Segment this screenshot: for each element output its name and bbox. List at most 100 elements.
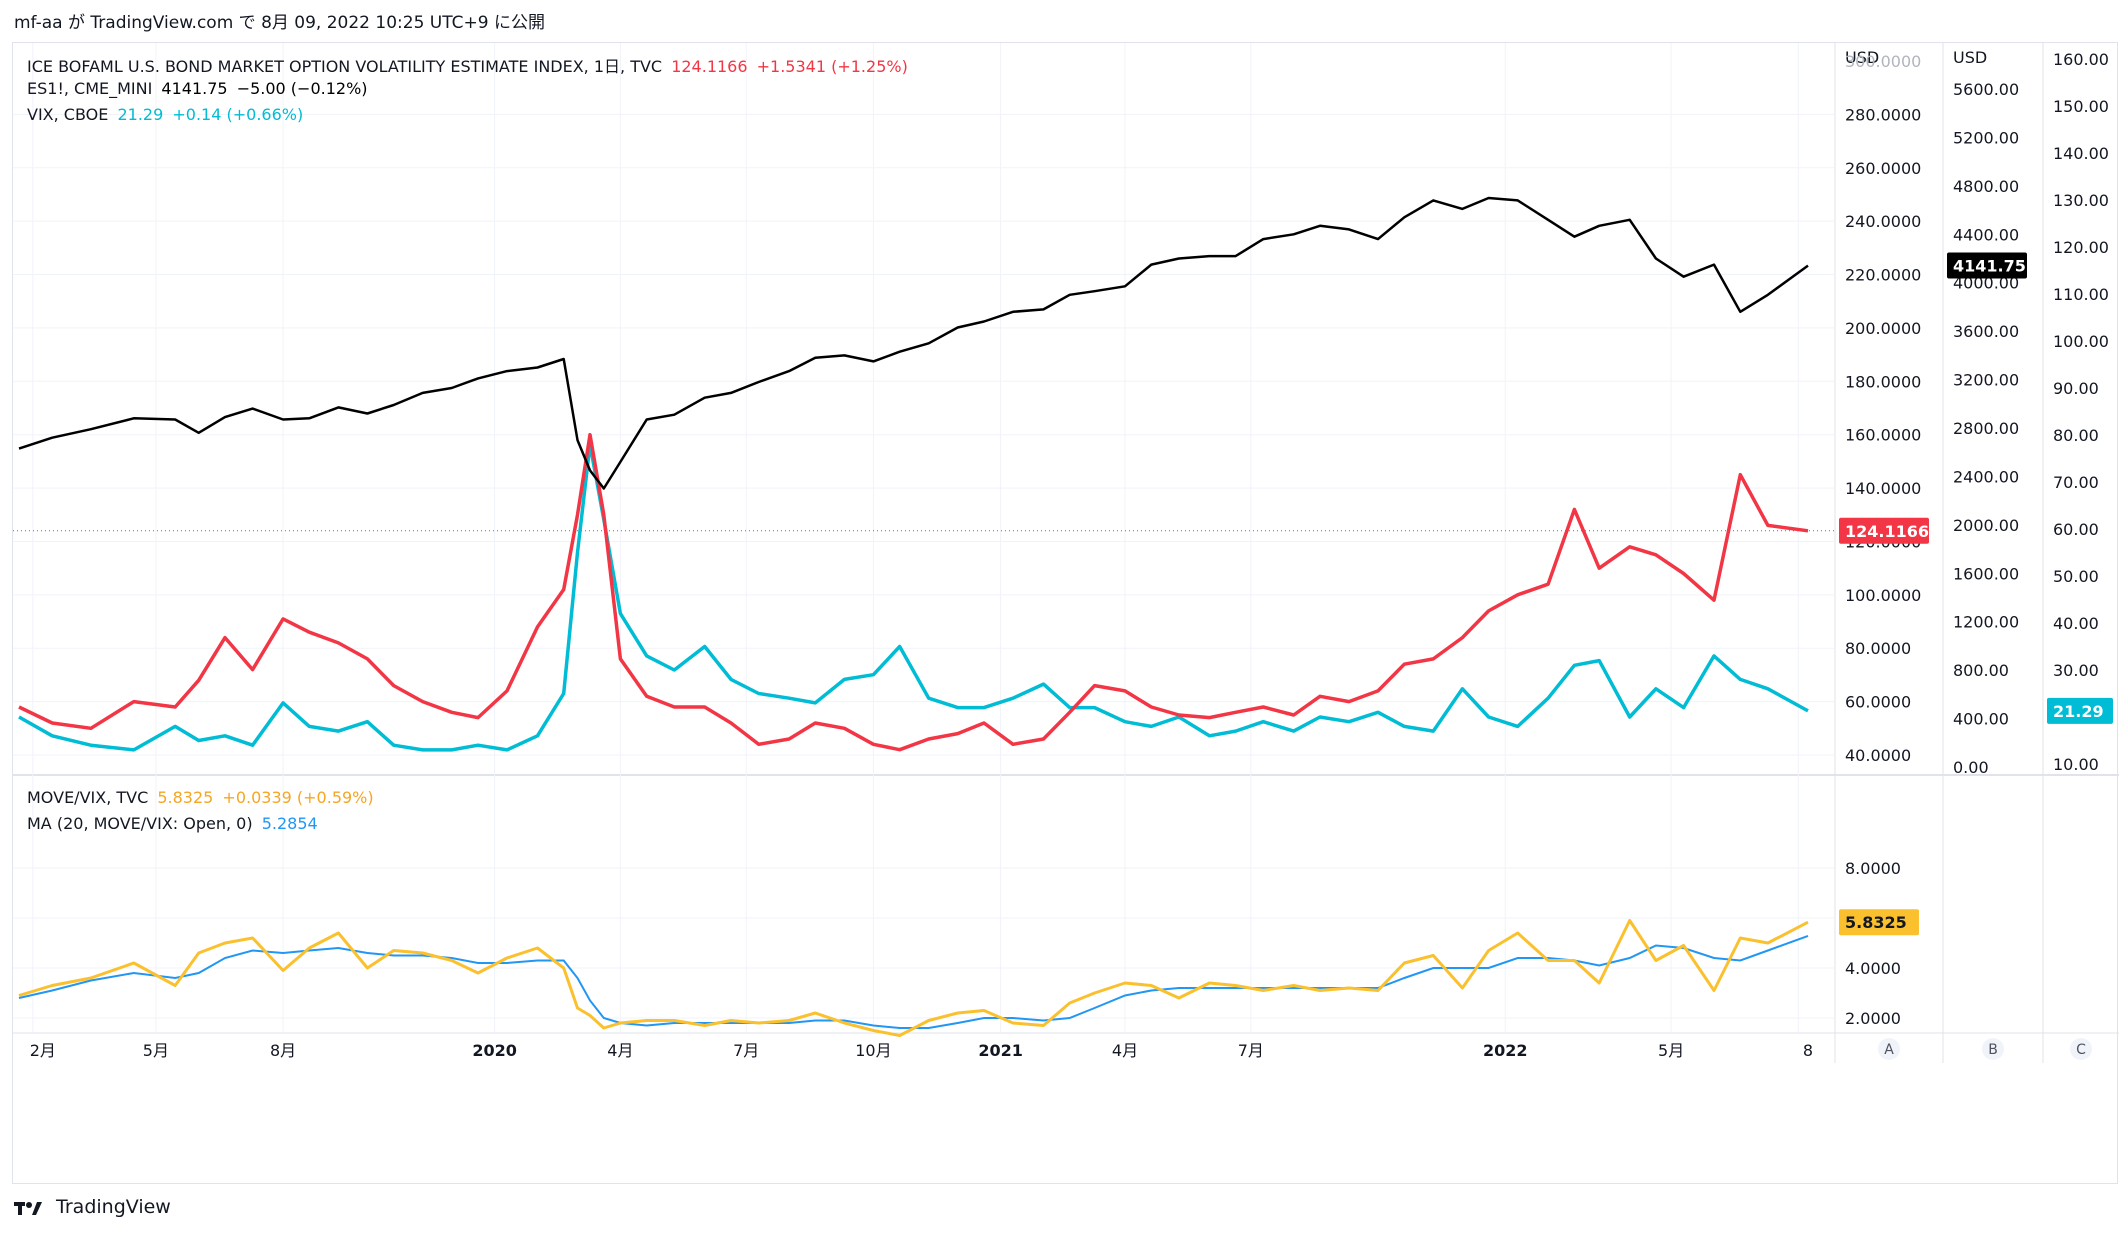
es-last-value-tag-bg [1947, 252, 2027, 279]
right-scale-tick-label: 30.00 [2053, 661, 2099, 680]
left-scale-tick-label: 240.0000 [1845, 212, 1921, 231]
footer-brand: TradingView [56, 1196, 171, 1218]
time-axis-label: 7月 [1238, 1041, 1264, 1060]
es-series-line[interactable] [18, 196, 1809, 490]
legend-vix-change: +0.14 (+0.66%) [172, 105, 304, 124]
scale-button-c[interactable] [2070, 1038, 2092, 1060]
middle-scale-tick-label: 800.00 [1953, 661, 2009, 680]
legend-vix[interactable]: VIX, CBOE 21.29 +0.14 (+0.66%) [27, 105, 307, 124]
middle-scale-tick-label: 3600.00 [1953, 322, 2019, 341]
middle-scale-tick-label: 1600.00 [1953, 564, 2019, 583]
legend-ratio-change: +0.0339 (+0.59%) [222, 788, 374, 807]
scale-button-label[interactable]: C [2076, 1042, 2086, 1058]
scale-button-label[interactable]: B [1988, 1042, 1998, 1058]
right-scale-tick-label: 60.00 [2053, 520, 2099, 539]
left-scale-tick-label: 140.0000 [1845, 479, 1921, 498]
time-axis-label: 10月 [855, 1041, 891, 1060]
chart-canvas[interactable]: USD USD 40.0000 60.0000 80.0000 100.0000 120.0… [13, 43, 2119, 1185]
left-scale-tick-label: 100.0000 [1845, 586, 1921, 605]
time-axis-label: 5月 [1658, 1041, 1684, 1060]
chart-frame: USD USD 40.0000 60.0000 80.0000 100.0000 120.0… [12, 42, 2119, 1185]
legend-vix-label: VIX, CBOE [27, 105, 109, 124]
middle-scale-tick-label: 5200.00 [1953, 128, 2019, 147]
time-axis-label: 4月 [1112, 1041, 1138, 1060]
legend-ma[interactable]: MA (20, MOVE/VIX: Open, 0) 5.2854 [27, 814, 322, 833]
right-scale-tick-label: 80.00 [2053, 426, 2099, 445]
scale-button-a[interactable] [1878, 1038, 1900, 1060]
left-scale-tick-label: 60.0000 [1845, 693, 1911, 712]
right-scale-tick-label: 120.00 [2053, 238, 2109, 257]
move-last-value-tag-bg [1839, 517, 1929, 544]
left-scale-tick-label: 180.0000 [1845, 372, 1921, 391]
right-scale-tick-label: 40.00 [2053, 614, 2099, 633]
legend-ma-label: MA (20, MOVE/VIX: Open, 0) [27, 814, 253, 833]
legend-vix-value: 21.29 [117, 105, 164, 124]
time-axis-label: 2022 [1483, 1041, 1528, 1060]
right-scale-tick-label: 130.00 [2053, 191, 2109, 210]
publish-header: mf-aa が TradingView.com で 8月 09, 2022 10… [14, 8, 545, 33]
right-scale-tick-label: 140.00 [2053, 144, 2109, 163]
vix-series-line[interactable] [18, 442, 1809, 752]
left-scale-tick-label: 160.0000 [1845, 426, 1921, 445]
tradingview-logo-icon [14, 1201, 42, 1215]
middle-scale-tick-label: 2400.00 [1953, 467, 2019, 486]
legend-es-value: 4141.75 [161, 79, 228, 98]
legend-es[interactable]: ES1!, CME_MINI 4141.75 −5.00 (−0.12%) [27, 79, 372, 98]
time-axis-label: 7月 [733, 1041, 759, 1060]
price-scale-left-title: USD [1845, 48, 1879, 67]
ma-series-line[interactable] [18, 934, 1809, 1029]
time-axis-label: 2021 [978, 1041, 1023, 1060]
move-series-line[interactable] [18, 432, 1809, 752]
middle-scale-tick-label: 4800.00 [1953, 177, 2019, 196]
vix-last-value-tag-bg [2047, 697, 2113, 724]
legend-move-change: +1.5341 (+1.25%) [756, 57, 908, 76]
author-name[interactable]: mf-aa [14, 13, 63, 33]
middle-scale-tick-label: 3200.00 [1953, 371, 2019, 390]
time-axis-label: 4月 [607, 1041, 633, 1060]
legend-ratio-value: 5.8325 [157, 788, 214, 807]
middle-scale-tick-label: 2000.00 [1953, 516, 2019, 535]
ratio-series-line[interactable] [18, 919, 1809, 1037]
left-scale-tick-label: 300.0000 [1845, 52, 1921, 71]
middle-scale-tick-label: 0.00 [1953, 758, 1989, 777]
vix-last-value-tag: 21.29 [2053, 702, 2104, 721]
time-axis-label: 8月 [270, 1041, 296, 1060]
tradingview-footer[interactable]: TradingView [14, 1196, 171, 1218]
legend-es-change: −5.00 (−0.12%) [236, 79, 368, 98]
ratio-scale-tick-label: 8.0000 [1845, 859, 1901, 878]
right-scale-tick-label: 70.00 [2053, 473, 2099, 492]
right-scale-tick-label: 100.00 [2053, 332, 2109, 351]
legend-ratio[interactable]: MOVE/VIX, TVC 5.8325 +0.0339 (+0.59%) [27, 788, 378, 807]
left-scale-tick-label: 40.0000 [1845, 746, 1911, 765]
publish-text: が TradingView.com で 8月 09, 2022 10:25 UT… [68, 13, 545, 33]
right-scale-tick-label: 110.00 [2053, 285, 2109, 304]
time-axis-label: 2020 [472, 1041, 517, 1060]
middle-scale-tick-label: 1200.00 [1953, 613, 2019, 632]
legend-ma-value: 5.2854 [261, 814, 318, 833]
ratio-last-value-tag: 5.8325 [1845, 913, 1907, 932]
scale-button-label[interactable]: A [1884, 1042, 1894, 1058]
right-scale-tick-label: 50.00 [2053, 567, 2099, 586]
left-scale-tick-label: 80.0000 [1845, 639, 1911, 658]
right-scale-tick-label: 150.00 [2053, 97, 2109, 116]
legend-ratio-label: MOVE/VIX, TVC [27, 788, 149, 807]
left-scale-tick-label: 280.0000 [1845, 105, 1921, 124]
scale-button-b[interactable] [1982, 1038, 2004, 1060]
middle-scale-tick-label: 400.00 [1953, 710, 2009, 729]
legend-move-label: ICE BOFAML U.S. BOND MARKET OPTION VOLAT… [27, 57, 663, 76]
time-axis-label: 8 [1803, 1041, 1813, 1060]
time-axis-label: 5月 [143, 1041, 169, 1060]
ratio-last-value-tag-bg [1839, 909, 1919, 936]
legend-move[interactable]: ICE BOFAML U.S. BOND MARKET OPTION VOLAT… [27, 53, 912, 77]
move-last-value-tag: 124.1166 [1845, 522, 1929, 541]
right-scale-tick-label: 90.00 [2053, 379, 2099, 398]
price-scale-middle-title: USD [1953, 48, 1987, 67]
legend-es-label: ES1!, CME_MINI [27, 79, 153, 98]
time-axis-label: 2月 [30, 1041, 56, 1060]
middle-scale-tick-label: 5600.00 [1953, 80, 2019, 99]
ratio-scale-tick-label: 4.0000 [1845, 959, 1901, 978]
left-scale-tick-label: 200.0000 [1845, 319, 1921, 338]
right-scale-tick-label: 10.00 [2053, 755, 2099, 774]
ratio-scale-tick-label: 2.0000 [1845, 1009, 1901, 1028]
left-scale-tick-label: 220.0000 [1845, 266, 1921, 285]
